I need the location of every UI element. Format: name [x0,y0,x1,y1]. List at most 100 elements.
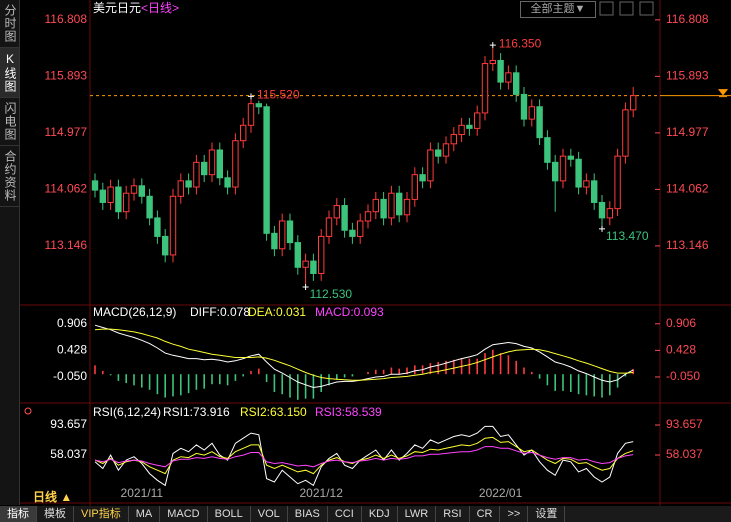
candle-body [146,195,153,219]
toolbar-button[interactable]: VIP指标 [74,506,129,522]
candle-body [474,112,481,129]
candle-body [505,72,512,83]
y-tick-label: -0.050 [666,369,700,383]
toolbar-button[interactable]: MA [129,506,161,522]
toolbar-button[interactable]: >> [500,506,529,522]
legend-entry: DEA:0.031 [248,305,306,319]
candle-body [310,260,317,274]
candle-body [154,217,161,237]
legend-value: 58.539 [345,405,382,419]
toolbar-button[interactable]: 模板 [37,506,74,522]
high-marker [248,93,254,100]
toolbar-button[interactable]: 设置 [528,506,566,522]
toolbar-button[interactable]: LWR [398,506,437,522]
toolbar-button[interactable]: BOLL [208,506,251,522]
candle-body [247,103,255,126]
candle-body [333,205,341,219]
toolbar-button[interactable]: CCI [328,506,362,522]
candle-body [544,137,551,163]
chart: 美元日元<日线> 116.808 116.808 115.893 115.893 114.… [20,0,731,506]
y-tick-label: 0.428 [666,343,696,357]
high-marker [489,42,496,49]
period-tab[interactable]: 日线 ▲ [33,490,73,504]
window-icon [619,1,634,16]
indicator-title: MACD(26,12,9) [93,305,176,319]
candle-body [388,192,395,219]
candle-body [380,198,387,219]
legend-entry: RSI2:63.150 [240,405,307,419]
window-icon [639,1,654,16]
rsi-line [94,436,634,475]
candle-body [162,235,169,256]
legend-entry: MACD:0.093 [315,305,384,319]
y-tick-label: 116.808 [666,12,709,26]
candle-body [630,95,637,111]
candle-body [318,235,325,274]
y-tick-label: 113.146 [45,238,88,252]
toolbar-button[interactable]: BIAS [288,506,328,522]
y-tick-label: 114.062 [45,182,88,196]
low-label: 112.530 [310,287,353,301]
legend-value: 0.078 [220,305,250,319]
candle-body [255,103,263,108]
candle-body [458,124,465,136]
candle-body [489,59,497,65]
candle-body [224,177,231,188]
y-tick-label: 58.037 [50,447,87,461]
candle-body [591,180,598,203]
candle-body [232,140,239,188]
candle-body [138,185,146,197]
candle-body [279,220,286,250]
candle-body [208,149,216,176]
y-tick-label: 115.893 [45,69,88,83]
candle-body [520,93,528,120]
y-tick-label: 0.906 [666,316,696,330]
candle-body [466,124,473,129]
toolbar-button[interactable]: RSI [436,506,470,522]
legend-entry: RSI1:73.916 [163,405,230,419]
side-tab[interactable]: 闪电图 [0,98,19,146]
candle-body [536,106,543,139]
candle-body [528,106,535,120]
candle-body [216,149,224,179]
side-tab[interactable]: 分时图 [0,0,19,48]
candle-body [419,174,426,182]
side-tab[interactable]: 合约资料 [0,146,19,207]
legend-value: 0.031 [276,305,306,319]
toolbar-button[interactable]: 指标 [0,506,37,522]
legend-value: 73.916 [193,405,230,419]
candle-body [411,174,419,200]
candle-body [349,229,356,237]
y-tick-label: 115.893 [666,69,709,83]
toolbar-button[interactable]: VOL [251,506,288,522]
y-tick-label: 0.906 [57,316,87,330]
y-tick-label: 93.657 [666,417,703,431]
candle-body [583,180,590,188]
candle-body [552,161,559,182]
side-tab[interactable]: K线图 [0,48,19,98]
candle-body [364,211,372,222]
y-tick-label: 58.037 [666,447,703,461]
indicator-line [94,324,634,389]
candle-body [497,59,504,83]
theme-button[interactable]: 全部主题▼ [520,1,596,18]
toolbar-button[interactable]: KDJ [362,506,398,522]
legend-name: RSI1: [163,405,193,419]
legend-value: 0.093 [354,305,384,319]
toolbar-button[interactable]: MACD [160,506,208,522]
candle-body [302,260,309,268]
y-tick-label: -0.050 [53,369,87,383]
candle-body [598,201,606,219]
x-tick-label: 2022/01 [479,486,523,500]
candle-body [427,149,434,182]
candle-body [450,134,458,145]
y-tick-label: 116.808 [45,12,88,26]
candle-body [294,242,302,268]
high-label: 115.520 [257,88,300,102]
rsi-line [94,425,634,487]
candle-body [372,198,380,213]
toolbar-button[interactable]: CR [470,506,501,522]
sidebar: 分时图 K线图 闪电图 合约资料 [0,0,20,505]
candle-body [185,180,192,188]
legend-entry: RSI3:58.539 [315,405,382,419]
